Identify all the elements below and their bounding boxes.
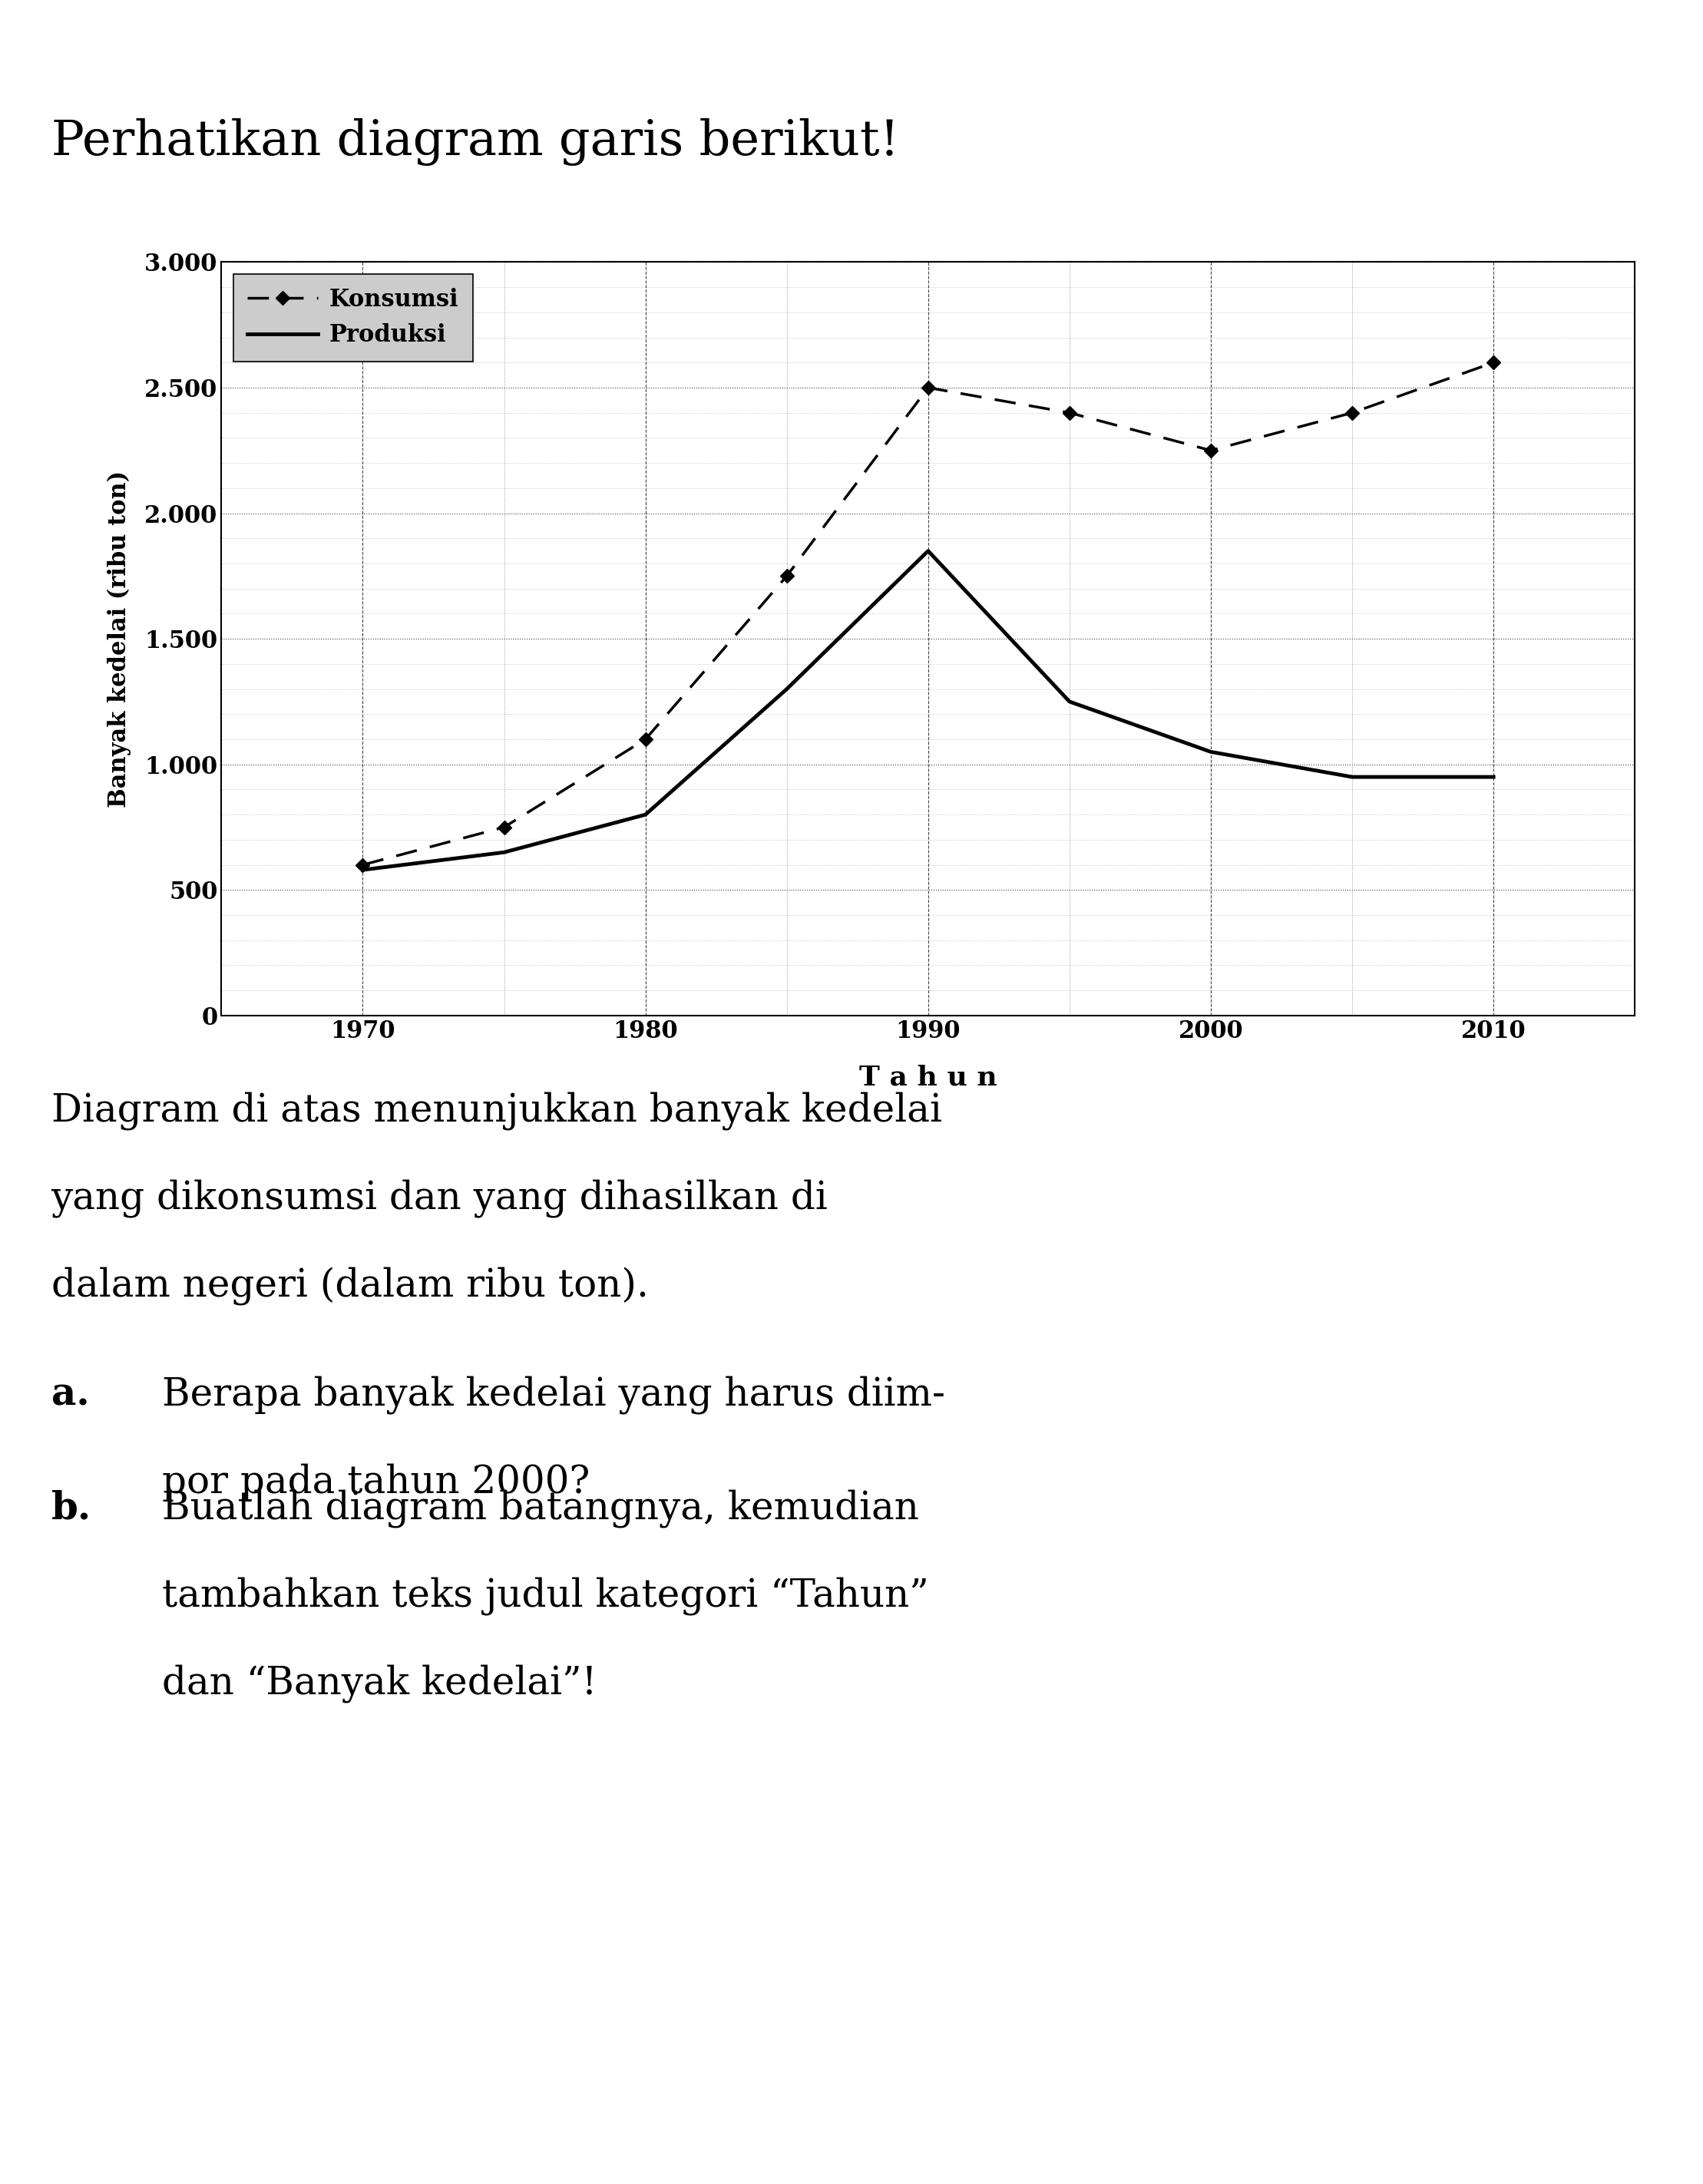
X-axis label: T a h u n: T a h u n	[858, 1064, 998, 1090]
Konsumsi	[635, 725, 656, 751]
Konsumsi	[1059, 400, 1080, 426]
Konsumsi	[918, 376, 938, 402]
Produksi	[635, 802, 656, 828]
Text: a.: a.	[51, 1376, 89, 1413]
Text: por pada tahun 2000?: por pada tahun 2000?	[162, 1463, 589, 1500]
Text: Buatlah diagram batangnya, kemudian: Buatlah diagram batangnya, kemudian	[162, 1489, 918, 1529]
Line: Konsumsi: Konsumsi	[358, 358, 1499, 869]
Y-axis label: Banyak kedelai (ribu ton): Banyak kedelai (ribu ton)	[107, 470, 131, 808]
Produksi	[1059, 688, 1080, 714]
Konsumsi	[1342, 400, 1362, 426]
Konsumsi	[1483, 349, 1504, 376]
Produksi	[353, 856, 373, 882]
Produksi	[1201, 738, 1221, 764]
Konsumsi	[1201, 437, 1221, 463]
Produksi	[918, 537, 938, 563]
Text: tambahkan teks judul kategori “Tahun”: tambahkan teks judul kategori “Tahun”	[162, 1577, 928, 1616]
Text: b.: b.	[51, 1489, 92, 1527]
Text: yang dikonsumsi dan yang dihasilkan di: yang dikonsumsi dan yang dihasilkan di	[51, 1179, 828, 1219]
Produksi	[494, 839, 514, 865]
Produksi	[777, 677, 797, 703]
Legend: Konsumsi, Produksi: Konsumsi, Produksi	[233, 273, 473, 360]
Produksi	[1483, 764, 1504, 791]
Konsumsi	[494, 815, 514, 841]
Text: dalam negeri (dalam ribu ton).: dalam negeri (dalam ribu ton).	[51, 1267, 649, 1306]
Konsumsi	[777, 563, 797, 590]
Text: dan “Banyak kedelai”!: dan “Banyak kedelai”!	[162, 1664, 596, 1704]
Text: Diagram di atas menunjukkan banyak kedelai: Diagram di atas menunjukkan banyak kedel…	[51, 1092, 942, 1131]
Line: Produksi: Produksi	[363, 550, 1494, 869]
Produksi	[1342, 764, 1362, 791]
Text: Perhatikan diagram garis berikut!: Perhatikan diagram garis berikut!	[51, 118, 899, 166]
Text: Berapa banyak kedelai yang harus diim-: Berapa banyak kedelai yang harus diim-	[162, 1376, 945, 1415]
Konsumsi	[353, 852, 373, 878]
